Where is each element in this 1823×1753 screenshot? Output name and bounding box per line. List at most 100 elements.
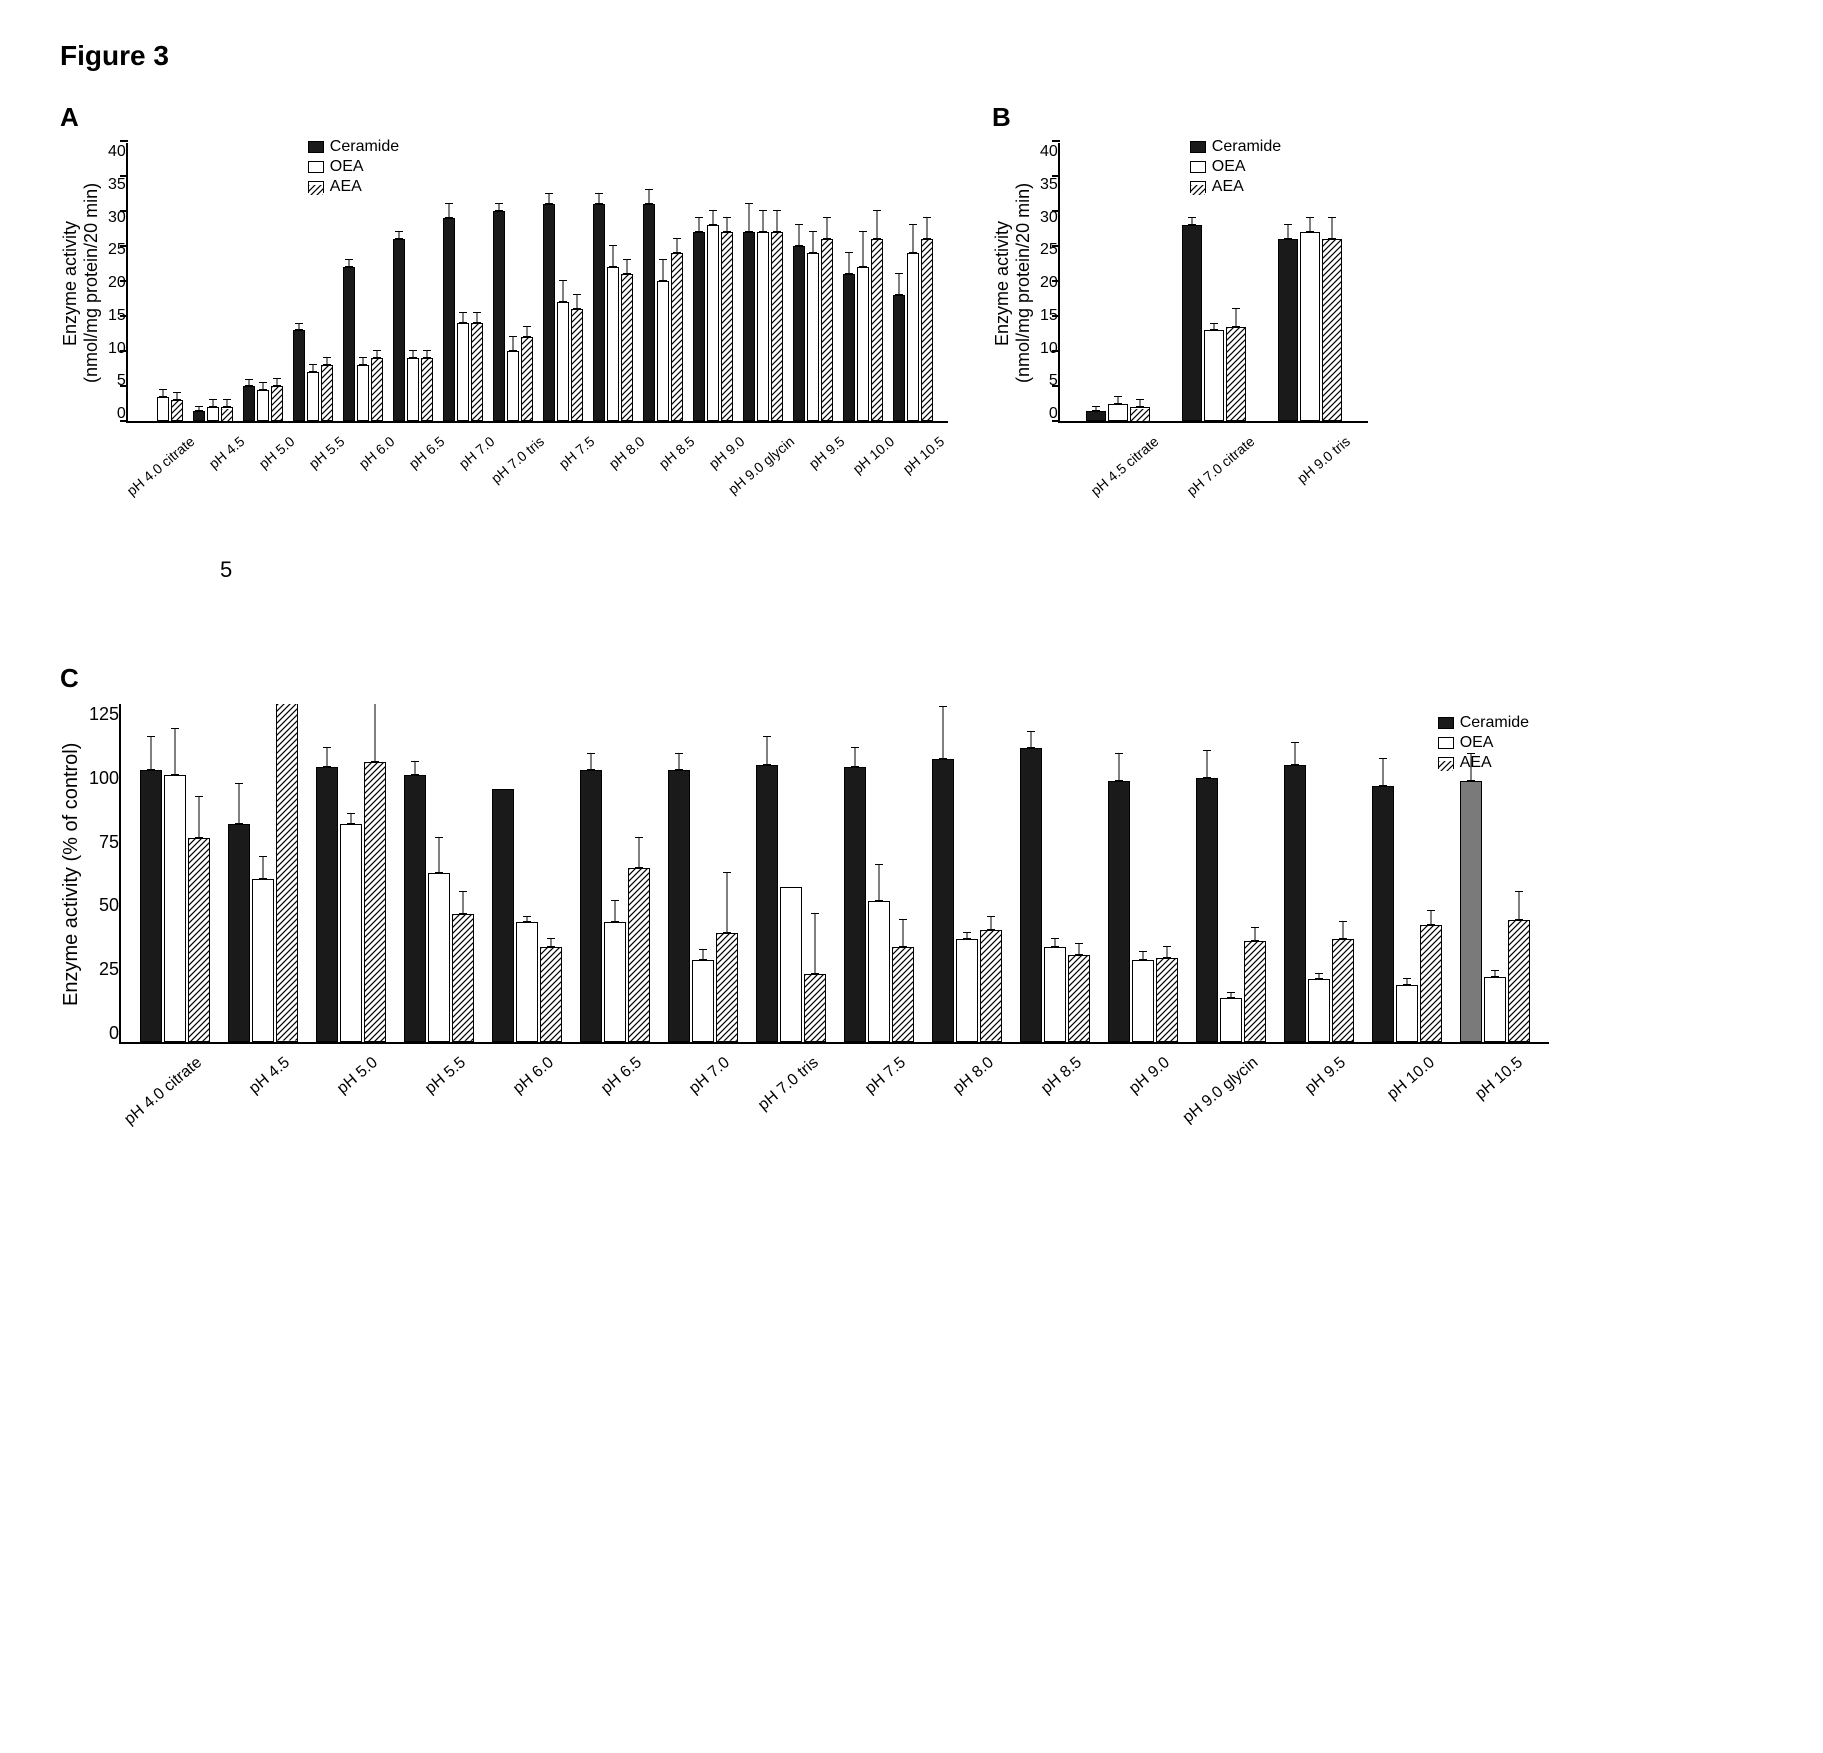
panel-C-bar-aea	[1420, 925, 1442, 1042]
panel-C-bar-ceramide	[492, 789, 514, 1042]
panel-C-group	[403, 775, 475, 1042]
panel-A-bar-aea	[921, 239, 933, 421]
panel-A-xlabel: pH 7.5	[555, 433, 597, 472]
panel-C-bar-aea	[540, 947, 562, 1042]
panel-A-group	[542, 204, 584, 421]
panel-C-bar-ceramide	[580, 770, 602, 1042]
panel-A-bar-oea	[557, 302, 569, 421]
panel-A-footnote: 5	[220, 557, 952, 583]
panel-C-xlabel: pH 6.5	[598, 1054, 646, 1098]
panel-A-ytick: 20	[108, 274, 126, 292]
panel-C-bar-aea	[1156, 958, 1178, 1042]
panel-B: B Enzyme activity(nmol/mg protein/20 min…	[992, 102, 1372, 487]
panel-C-xlabel: pH 7.0 tris	[755, 1054, 822, 1115]
panel-B-label: B	[992, 102, 1372, 133]
panel-C-bar-aea	[1508, 920, 1530, 1042]
panel-C-bar-oea	[604, 922, 626, 1042]
panel-A-xlabel: pH 9.5	[805, 433, 847, 472]
panel-B-bar-ceramide	[1086, 411, 1106, 422]
panel-C-group	[1195, 778, 1267, 1042]
panel-C-legend: CeramideOEAAEA	[1438, 714, 1529, 772]
panel-C-legend-aea-label: AEA	[1460, 754, 1492, 772]
panel-C: C Enzyme activity (% of control)12510075…	[60, 663, 1763, 1108]
panel-A-ytick: 35	[108, 176, 126, 194]
panel-A-group	[842, 239, 884, 421]
panel-A-bar-aea	[771, 232, 783, 421]
panel-A-bar-ceramide	[243, 386, 255, 421]
panel-A-xlabel: pH 5.5	[305, 433, 347, 472]
panel-C-ytick: 0	[109, 1023, 119, 1044]
panel-C-xlabel: pH 6.0	[510, 1054, 558, 1098]
panel-B-bar-ceramide	[1278, 239, 1298, 421]
panel-A-group	[592, 204, 634, 421]
panel-A-bar-aea	[671, 253, 683, 421]
panel-C-bar-aea	[276, 704, 298, 1042]
panel-A-bar-oea	[307, 372, 319, 421]
panel-B-ytick: 10	[1040, 340, 1058, 358]
panel-C-group	[315, 762, 387, 1042]
panel-A-ylabel: Enzyme activity(nmol/mg protein/20 min)	[60, 143, 102, 423]
panel-A-bar-oea	[357, 365, 369, 421]
panel-C-bar-ceramide	[1020, 748, 1042, 1042]
panel-A-bar-ceramide	[643, 204, 655, 421]
panel-B-bar-aea	[1130, 407, 1150, 421]
panel-C-ytick: 100	[89, 768, 119, 789]
panel-C-legend-oea: OEA	[1438, 734, 1529, 752]
panel-C-group	[579, 770, 651, 1042]
panel-A-legend-oea: OEA	[308, 158, 399, 176]
panel-C-xlabel: pH 8.0	[950, 1054, 998, 1098]
panel-A-xlabel: pH 8.5	[655, 433, 697, 472]
panel-A-group	[442, 218, 484, 421]
panel-A-bar-aea	[721, 232, 733, 421]
panel-C-bar-ceramide	[140, 770, 162, 1042]
panel-A-bar-aea	[321, 365, 333, 421]
panel-C-bar-ceramide	[316, 767, 338, 1042]
panel-C-group	[1107, 781, 1179, 1042]
panel-A-bar-oea	[657, 281, 669, 421]
panel-B-bar-aea	[1322, 239, 1342, 421]
panel-C-ytick: 75	[99, 832, 119, 853]
panel-C-bar-oea	[1484, 977, 1506, 1042]
panel-A-bar-ceramide	[443, 218, 455, 421]
panel-C-bar-ceramide	[1372, 786, 1394, 1042]
panel-A-bar-ceramide	[493, 211, 505, 421]
panel-C-bar-aea	[980, 930, 1002, 1042]
panel-B-legend-ceramide: Ceramide	[1190, 138, 1281, 156]
panel-B-bar-aea	[1226, 327, 1246, 422]
figure-title: Figure 3	[60, 40, 1763, 72]
panel-B-ylabel: Enzyme activity(nmol/mg protein/20 min)	[992, 143, 1034, 423]
panel-A-bar-aea	[621, 274, 633, 421]
panel-C-group	[1283, 765, 1355, 1042]
panel-C-bar-ceramide	[668, 770, 690, 1042]
panel-A-bar-oea	[257, 390, 269, 422]
panel-A-bar-oea	[457, 323, 469, 421]
panel-C-legend-aea: AEA	[1438, 754, 1529, 772]
panel-C-group	[139, 770, 211, 1042]
panel-A-yaxis: 4035302520151050	[108, 143, 126, 423]
panel-C-bar-oea	[1220, 998, 1242, 1042]
panel-C-xlabel: pH 9.5	[1302, 1054, 1350, 1098]
panel-A-bar-aea	[271, 386, 283, 421]
panel-C-ytick: 50	[99, 895, 119, 916]
panel-A-xlabel: pH 6.5	[405, 433, 447, 472]
panel-C-group	[843, 767, 915, 1042]
panel-C-bar-oea	[252, 879, 274, 1042]
panel-C-group	[1019, 748, 1091, 1042]
panel-A-plot: CeramideOEAAEA	[126, 143, 948, 423]
panel-A-xlabel: pH 4.0 citrate	[123, 433, 197, 499]
panel-C-ytick: 125	[89, 704, 119, 725]
panel-C-bar-aea	[364, 762, 386, 1042]
panel-B-group	[1181, 225, 1247, 421]
panel-B-plot: CeramideOEAAEA	[1058, 143, 1368, 423]
panel-B-ytick: 25	[1040, 241, 1058, 259]
panel-C-bar-ceramide	[1460, 781, 1482, 1042]
panel-A-xlabel: pH 8.0	[605, 433, 647, 472]
panel-C-bar-oea	[956, 939, 978, 1042]
panel-A-xlabel: pH 5.0	[255, 433, 297, 472]
panel-A-group	[192, 407, 234, 421]
panel-C-xlabel: pH 4.5	[246, 1054, 294, 1098]
panel-A-xlabel: pH 10.5	[899, 433, 947, 477]
panel-A-group	[392, 239, 434, 421]
panel-A-bar-oea	[407, 358, 419, 421]
panel-A-bar-aea	[521, 337, 533, 421]
